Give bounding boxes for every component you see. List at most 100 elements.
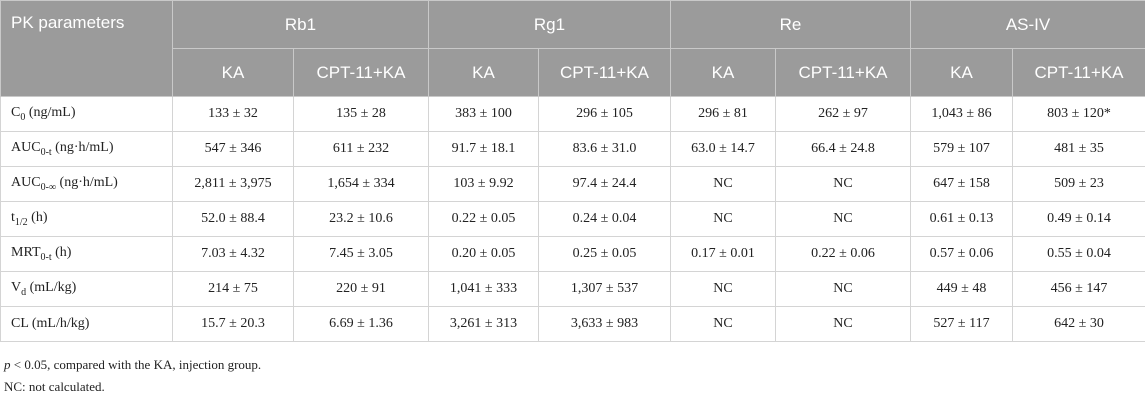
label-unit: (ng·h/mL) [55,140,114,156]
row-label: t1/2 (h) [0,201,173,237]
value-cell: 0.61 ± 0.13 [910,201,1014,237]
label-base: V [11,280,22,296]
value-cell: 547 ± 346 [172,131,294,167]
value-cell: 1,043 ± 86 [910,96,1014,132]
value-cell: 133 ± 32 [172,96,294,132]
table-head: PK parameters Rb1 Rg1 Re AS-IV KA CPT-11+KA K… [0,0,1145,97]
row-label: AUC0-∞ (ng·h/mL) [0,166,173,202]
value-cell: 0.57 ± 0.06 [910,236,1014,272]
value-cell: 1,654 ± 334 [293,166,429,202]
label-unit: (mL/h/kg) [31,316,90,331]
value-cell: 0.55 ± 0.04 [1012,236,1145,272]
label-unit: (ng·h/mL) [59,175,118,191]
sub-header: KA [910,48,1014,97]
label-unit: (h) [55,245,72,261]
value-cell: NC [670,306,776,342]
row-label: C0 (ng/mL) [0,96,173,132]
table-body: C0 (ng/mL) 133 ± 32 135 ± 28 383 ± 100 296 ±… [0,96,1145,342]
value-cell: 3,261 ± 313 [428,306,539,342]
group-header: AS-IV [910,0,1145,49]
header-row: KA CPT-11+KA KA CPT-11+KA KA CPT-11+KA KA CPT-1… [1,48,1145,97]
value-cell: 6.69 ± 1.36 [293,306,429,342]
footnote: p < 0.05, compared with the KA, injectio… [4,354,1145,376]
value-cell: 1,041 ± 333 [428,271,539,307]
value-cell: 0.17 ± 0.01 [670,236,776,272]
sub-header: CPT-11+KA [1012,48,1145,97]
sub-header: KA [670,48,776,97]
value-cell: 803 ± 120* [1012,96,1145,132]
label-sub: 1/2 [14,216,28,228]
value-cell: 52.0 ± 88.4 [172,201,294,237]
value-cell: 611 ± 232 [293,131,429,167]
data-row: Vd (mL/kg) 214 ± 75 220 ± 91 1,041 ± 333 1,3… [0,271,1145,307]
value-cell: 456 ± 147 [1012,271,1145,307]
value-cell: 7.03 ± 4.32 [172,236,294,272]
value-cell: 262 ± 97 [774,96,912,132]
value-cell: NC [670,166,776,202]
value-cell: 0.20 ± 0.05 [428,236,539,272]
value-cell: 214 ± 75 [172,271,294,307]
value-cell: 3,633 ± 983 [538,306,671,342]
value-cell: 509 ± 23 [1012,166,1145,202]
footnote: NC: not calculated. [4,376,1145,398]
pk-table: PK parameters Rb1 Rg1 Re AS-IV KA CPT-11+KA K… [0,0,1145,342]
value-cell: NC [774,201,912,237]
data-row: MRT0-t (h) 7.03 ± 4.32 7.45 ± 3.05 0.20 ± 0… [0,236,1145,272]
sub-header: KA [428,48,539,97]
value-cell: 0.24 ± 0.04 [538,201,671,237]
value-cell: 23.2 ± 10.6 [293,201,429,237]
value-cell: 0.22 ± 0.05 [428,201,539,237]
label-unit: (mL/kg) [29,280,77,296]
label-base: C [11,105,21,121]
label-unit: (h) [31,210,48,226]
data-row: C0 (ng/mL) 133 ± 32 135 ± 28 383 ± 100 296 ±… [0,96,1145,132]
value-cell: 15.7 ± 20.3 [172,306,294,342]
footnote-symbol: p [4,357,11,372]
footnotes: p < 0.05, compared with the KA, injectio… [0,354,1145,398]
label-base: t [11,210,15,226]
corner-header: PK parameters [0,0,173,97]
value-cell: 2,811 ± 3,975 [172,166,294,202]
label-sub: d [21,286,27,298]
label-sub: 0-t [40,251,52,263]
value-cell: 527 ± 117 [910,306,1014,342]
group-header: Rg1 [428,0,671,49]
value-cell: 97.4 ± 24.4 [538,166,671,202]
sub-header: KA [172,48,294,97]
value-cell: 1,307 ± 537 [538,271,671,307]
label-unit: (ng/mL) [28,105,76,121]
value-cell: NC [670,201,776,237]
label-sub: 0-t [40,146,52,158]
value-cell: 296 ± 105 [538,96,671,132]
group-header: Rb1 [172,0,429,49]
value-cell: 481 ± 35 [1012,131,1145,167]
value-cell: 383 ± 100 [428,96,539,132]
value-cell: 579 ± 107 [910,131,1014,167]
row-label: Vd (mL/kg) [0,271,173,307]
value-cell: NC [774,306,912,342]
data-row: t1/2 (h) 52.0 ± 88.4 23.2 ± 10.6 0.22 ± 0.0… [0,201,1145,237]
label-sub: 0-∞ [40,181,57,193]
value-cell: 66.4 ± 24.8 [774,131,912,167]
row-label: AUC0-t (ng·h/mL) [0,131,173,167]
value-cell: 83.6 ± 31.0 [538,131,671,167]
sub-header: CPT-11+KA [538,48,671,97]
value-cell: 0.49 ± 0.14 [1012,201,1145,237]
footnote-text: < 0.05, compared with the KA, injection … [10,357,262,372]
value-cell: 103 ± 9.92 [428,166,539,202]
value-cell: 220 ± 91 [293,271,429,307]
label-sub: 0 [20,111,26,123]
value-cell: 135 ± 28 [293,96,429,132]
data-row: AUC0-t (ng·h/mL) 547 ± 346 611 ± 232 91.7 ±… [0,131,1145,167]
value-cell: 449 ± 48 [910,271,1014,307]
value-cell: NC [670,271,776,307]
value-cell: 63.0 ± 14.7 [670,131,776,167]
label-base: MRT [11,245,41,261]
sub-header: CPT-11+KA [293,48,429,97]
footnote-text: NC: not calculated. [4,379,105,394]
value-cell: 296 ± 81 [670,96,776,132]
label-base: AUC [11,140,41,156]
value-cell: NC [774,166,912,202]
